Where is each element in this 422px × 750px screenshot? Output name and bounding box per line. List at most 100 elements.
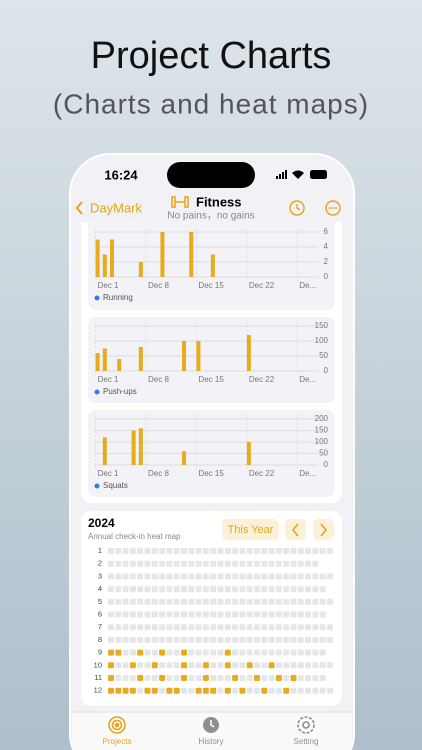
- empty-cell: [319, 548, 326, 554]
- empty-cell: [312, 560, 319, 567]
- empty-cell: [108, 548, 114, 554]
- setting-tab-icon[interactable]: [297, 716, 315, 734]
- empty-cell: [283, 649, 290, 656]
- nav-arrow-bg[interactable]: [313, 519, 334, 540]
- empty-cell: [319, 624, 326, 631]
- empty-cell: [246, 687, 253, 694]
- y-tick-label: 150: [315, 321, 329, 330]
- empty-cell: [224, 573, 231, 580]
- empty-cell: [254, 662, 260, 669]
- empty-cell: [115, 636, 122, 643]
- x-tick-label: Dec 15: [198, 469, 224, 478]
- empty-cell: [232, 649, 239, 656]
- empty-cell: [305, 687, 312, 694]
- empty-cell: [254, 598, 260, 605]
- empty-cell: [254, 624, 260, 631]
- empty-cell: [261, 636, 268, 643]
- empty-cell: [217, 560, 224, 567]
- empty-cell: [166, 662, 173, 669]
- empty-cell: [122, 675, 129, 681]
- empty-cell: [210, 675, 217, 681]
- y-tick-label: 100: [315, 336, 329, 345]
- range-button-bg[interactable]: [222, 519, 279, 540]
- empty-cell: [254, 548, 260, 554]
- empty-cell: [151, 649, 158, 656]
- empty-cell: [115, 598, 122, 605]
- empty-cell: [224, 598, 231, 605]
- empty-cell: [144, 586, 151, 593]
- empty-cell: [246, 624, 253, 631]
- empty-cell: [151, 611, 158, 618]
- empty-cell: [137, 662, 144, 669]
- back-icon[interactable]: [75, 201, 83, 215]
- empty-cell: [297, 586, 304, 593]
- checked-cell: [144, 687, 151, 694]
- empty-cell: [297, 624, 304, 631]
- more-button[interactable]: [325, 200, 341, 216]
- empty-cell: [246, 548, 253, 554]
- empty-cell: [246, 649, 253, 656]
- range-button[interactable]: This Year: [228, 524, 274, 536]
- empty-cell: [159, 624, 166, 631]
- empty-cell: [108, 611, 114, 618]
- empty-cell: [217, 548, 224, 554]
- empty-cell: [202, 548, 209, 554]
- tab-label[interactable]: History: [199, 737, 224, 746]
- nav-arrow-bg[interactable]: [285, 519, 306, 540]
- empty-cell: [210, 649, 217, 656]
- bar: [196, 341, 201, 371]
- checked-cell: [108, 687, 114, 694]
- back-button[interactable]: DayMark: [90, 200, 143, 215]
- empty-cell: [312, 687, 319, 694]
- empty-cell: [166, 548, 173, 554]
- bar: [246, 335, 251, 371]
- bar: [110, 239, 115, 277]
- empty-cell: [195, 662, 202, 669]
- empty-cell: [217, 662, 224, 669]
- tab-label[interactable]: Setting: [294, 737, 319, 746]
- empty-cell: [181, 687, 187, 694]
- empty-cell: [173, 624, 180, 631]
- projects-tab-icon[interactable]: [108, 716, 126, 734]
- empty-cell: [122, 573, 129, 580]
- empty-cell: [188, 586, 195, 593]
- empty-cell: [181, 560, 187, 567]
- month-label: 8: [98, 635, 102, 644]
- checked-cell: [261, 687, 268, 694]
- nav-arrow[interactable]: [320, 523, 328, 537]
- empty-cell: [188, 624, 195, 631]
- tab-label[interactable]: Projects: [103, 737, 132, 746]
- history-tab-icon[interactable]: [203, 717, 219, 733]
- nav-arrow[interactable]: [291, 523, 299, 537]
- empty-cell: [275, 560, 282, 567]
- empty-cell: [312, 675, 319, 681]
- checked-cell: [166, 687, 173, 694]
- empty-cell: [217, 624, 224, 631]
- empty-cell: [217, 586, 224, 593]
- heatmap-year: 2024: [88, 516, 115, 530]
- bar: [189, 232, 194, 277]
- checked-cell: [268, 662, 275, 669]
- empty-cell: [137, 548, 144, 554]
- y-tick-label: 150: [315, 426, 329, 435]
- empty-cell: [202, 636, 209, 643]
- y-tick-label: 0: [324, 460, 329, 469]
- month-label: 2: [98, 559, 102, 568]
- bar: [117, 359, 122, 371]
- empty-cell: [305, 598, 312, 605]
- checked-cell: [108, 662, 114, 669]
- empty-cell: [115, 662, 122, 669]
- history-button[interactable]: [289, 200, 305, 216]
- empty-cell: [312, 649, 319, 656]
- empty-cell: [115, 560, 122, 567]
- empty-cell: [166, 598, 173, 605]
- empty-cell: [188, 573, 195, 580]
- empty-cell: [151, 548, 158, 554]
- bar: [210, 254, 215, 277]
- checked-cell: [181, 675, 187, 681]
- empty-cell: [290, 586, 297, 593]
- bar: [95, 239, 100, 277]
- empty-cell: [108, 586, 114, 593]
- bar: [131, 430, 136, 465]
